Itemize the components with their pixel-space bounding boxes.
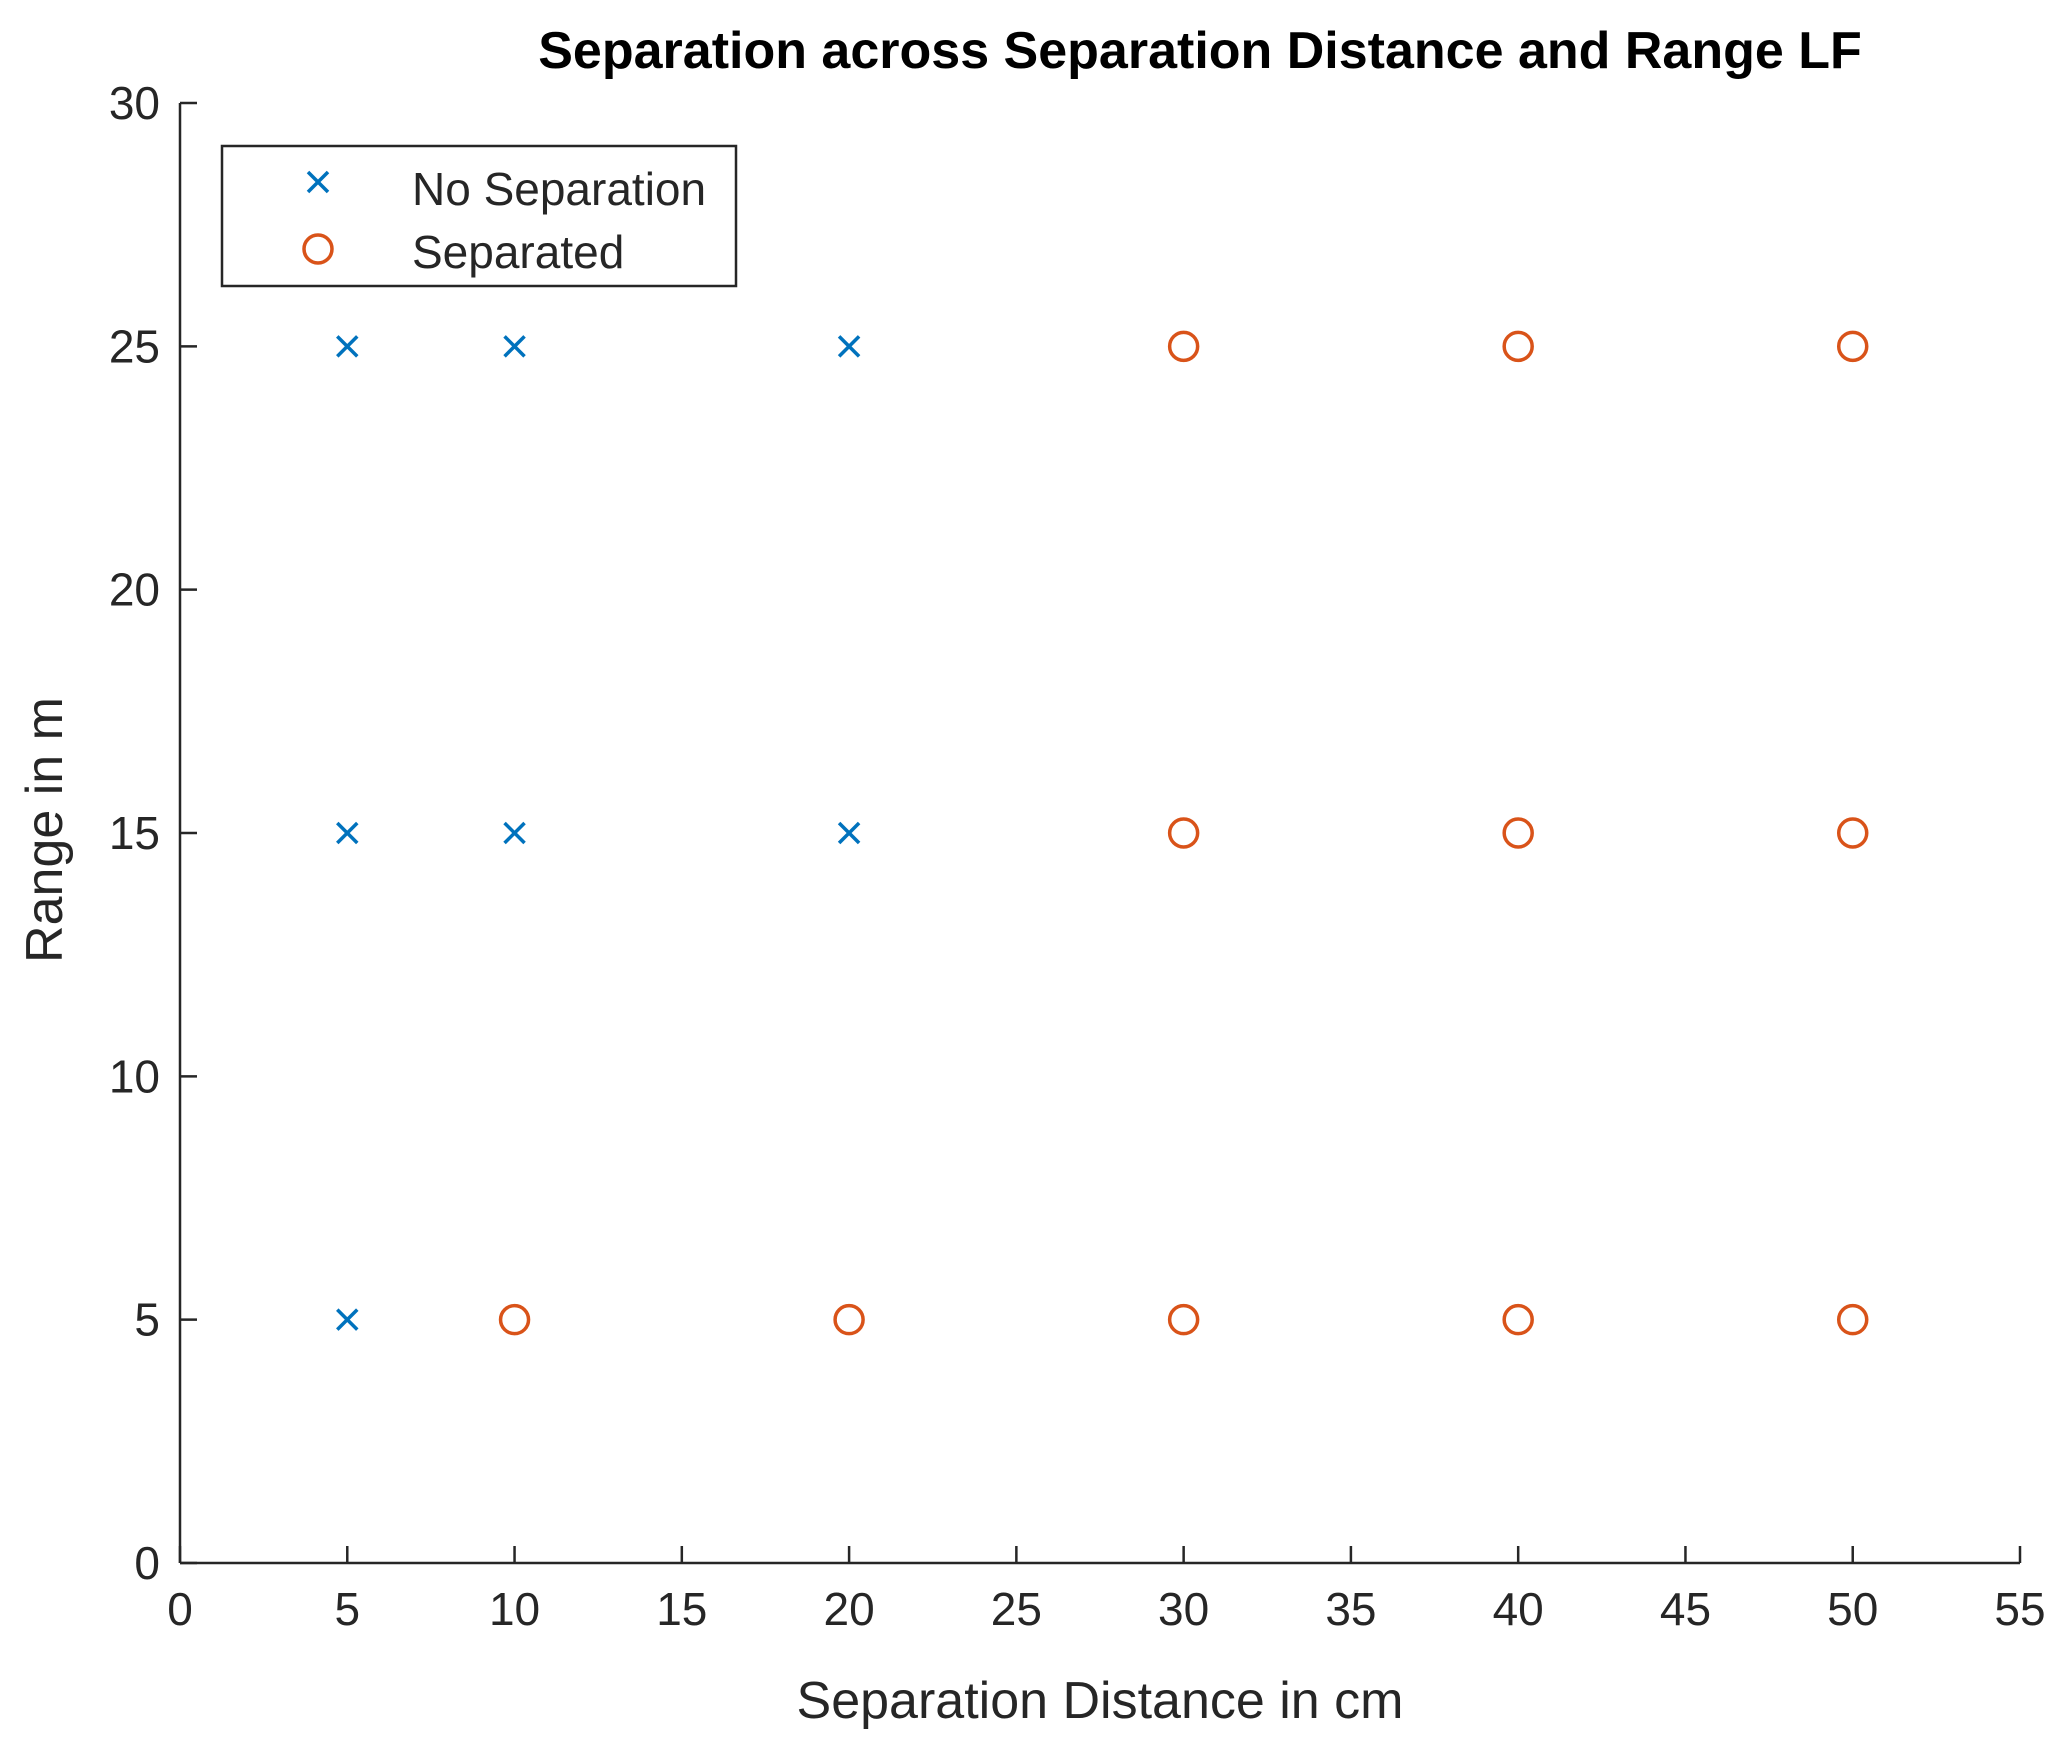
data-point-separated: [1836, 330, 1869, 363]
data-point-no-separation: [837, 335, 861, 358]
data-point-separated: [833, 1303, 865, 1336]
legend-circle-icon: [302, 233, 334, 265]
data-point-separated: [1836, 1303, 1869, 1336]
x-tick-label: 5: [334, 1583, 360, 1635]
x-tick-label: 0: [167, 1583, 193, 1635]
axes: 0 5 10 15 20 25 30 35 40 45 50 55 0 5 10 15 20 25 30: [109, 77, 2046, 1635]
data-point-separated: [1502, 330, 1534, 363]
data-marks: [336, 330, 1869, 1336]
x-axis-title: Separation Distance in cm: [797, 1672, 1404, 1730]
y-tick-label: 0: [134, 1537, 160, 1589]
data-point-no-separation: [336, 821, 359, 845]
legend: No Separation Separated: [220, 144, 738, 288]
legend-marker-separated: [302, 233, 334, 265]
legend-label-no-separation: No Separation: [412, 163, 706, 215]
y-axis-title: Range in m: [16, 697, 74, 963]
data-point-separated: [1502, 817, 1534, 849]
data-point-separated: [1167, 330, 1200, 363]
y-tick-label: 30: [109, 77, 160, 129]
chart-title: Separation across Separation Distance an…: [538, 22, 1862, 80]
data-point-separated: [498, 1303, 531, 1336]
data-point-no-separation: [336, 335, 359, 358]
x-tick-label: 15: [656, 1583, 707, 1635]
y-tick-label: 20: [109, 564, 160, 616]
x-tick-label: 40: [1493, 1583, 1544, 1635]
x-tick-label: 55: [1994, 1583, 2045, 1635]
y-tick-label: 15: [109, 807, 160, 859]
data-point-separated: [1167, 1303, 1200, 1336]
x-tick-label: 50: [1827, 1583, 1878, 1635]
legend-marker-no-separation: [306, 170, 330, 194]
data-point-separated: [1836, 817, 1869, 849]
x-tick-label: 35: [1325, 1583, 1376, 1635]
legend-x-icon: [306, 170, 330, 194]
x-tick-label: 20: [824, 1583, 875, 1635]
y-tick-label: 10: [109, 1050, 160, 1102]
data-point-no-separation: [503, 821, 526, 845]
data-point-separated: [1167, 817, 1200, 849]
y-tick-label: 25: [109, 320, 160, 372]
legend-box: [220, 144, 738, 288]
x-tick-label: 30: [1158, 1583, 1209, 1635]
data-point-separated: [1502, 1303, 1534, 1336]
data-point-no-separation: [336, 1308, 359, 1331]
x-tick-label: 10: [489, 1583, 540, 1635]
y-tick-label: 5: [134, 1294, 160, 1346]
legend-label-separated: Separated: [412, 226, 624, 278]
x-tick-label: 25: [991, 1583, 1042, 1635]
data-point-no-separation: [837, 821, 861, 845]
data-point-no-separation: [503, 335, 526, 358]
x-tick-label: 45: [1660, 1583, 1711, 1635]
